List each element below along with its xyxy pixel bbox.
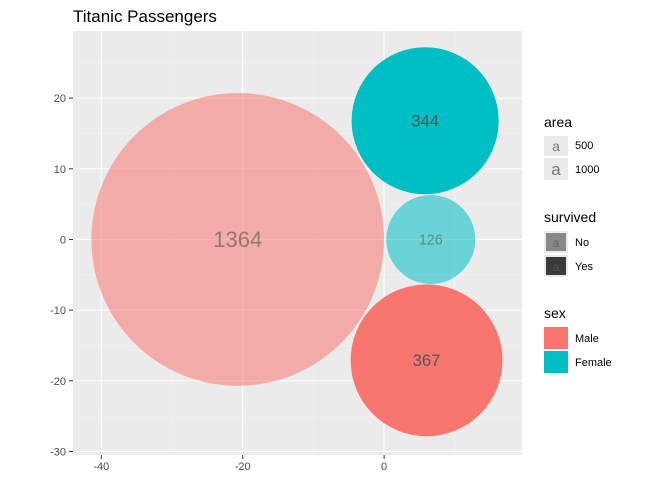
legend-area-key-1 bbox=[544, 136, 568, 156]
y-tick-label: 0 bbox=[60, 234, 66, 246]
legend-sex-label-male: Male bbox=[575, 333, 599, 345]
bubble-126 bbox=[386, 194, 476, 284]
legend-area: area a a 500 1000 bbox=[544, 114, 599, 180]
bubble-label-344: 344 bbox=[411, 113, 439, 131]
y-tick-label: 10 bbox=[54, 164, 66, 176]
bubble-label-367: 367 bbox=[413, 351, 441, 370]
y-tick-label: 20 bbox=[54, 93, 66, 105]
legend-area-label-1000: 1000 bbox=[575, 164, 599, 176]
legend-survived-label-no: No bbox=[575, 237, 589, 249]
bubble-label-1364: 1364 bbox=[213, 227, 262, 252]
legend-sex-key-male bbox=[544, 327, 568, 349]
y-tick-label: -10 bbox=[50, 305, 66, 317]
y-tick-label: -30 bbox=[50, 446, 66, 458]
legend-survived-key-no bbox=[546, 233, 566, 251]
legend-survived-label-yes: Yes bbox=[575, 261, 593, 273]
chart-title: Titanic Passengers bbox=[73, 7, 217, 26]
x-axis: -40 -20 0 bbox=[93, 455, 387, 473]
legend-area-glyph-1: a bbox=[552, 138, 560, 154]
legend-area-key-2 bbox=[544, 158, 568, 180]
legend-survived-title: survived bbox=[544, 209, 596, 225]
legend-sex-label-female: Female bbox=[575, 357, 612, 369]
bubble-label-126: 126 bbox=[419, 232, 443, 248]
x-tick-label: -20 bbox=[235, 461, 251, 473]
bubble-367 bbox=[350, 284, 503, 437]
y-tick-label: -20 bbox=[50, 376, 66, 388]
bubbles-layer: 1364 344 126 367 bbox=[91, 47, 503, 437]
x-tick-label: -40 bbox=[93, 461, 109, 473]
legend-survived: survived a a No Yes bbox=[544, 209, 596, 277]
bubble-1364 bbox=[91, 93, 385, 386]
legend-sex-key-female bbox=[544, 351, 568, 373]
legend-area-glyph-2: a bbox=[551, 160, 561, 179]
legend-sex: sex Male Female bbox=[544, 305, 612, 373]
legend-area-title: area bbox=[544, 114, 572, 130]
legend-survived-glyph-2: a bbox=[553, 260, 560, 274]
bubble-344 bbox=[351, 47, 499, 195]
legend-sex-title: sex bbox=[544, 305, 566, 321]
y-axis: -30 -20 -10 0 10 20 bbox=[50, 93, 73, 458]
legend-survived-glyph-1: a bbox=[553, 236, 560, 250]
x-tick-label: 0 bbox=[381, 461, 387, 473]
legend-survived-key-yes bbox=[546, 257, 566, 275]
legend-area-label-500: 500 bbox=[575, 140, 593, 152]
